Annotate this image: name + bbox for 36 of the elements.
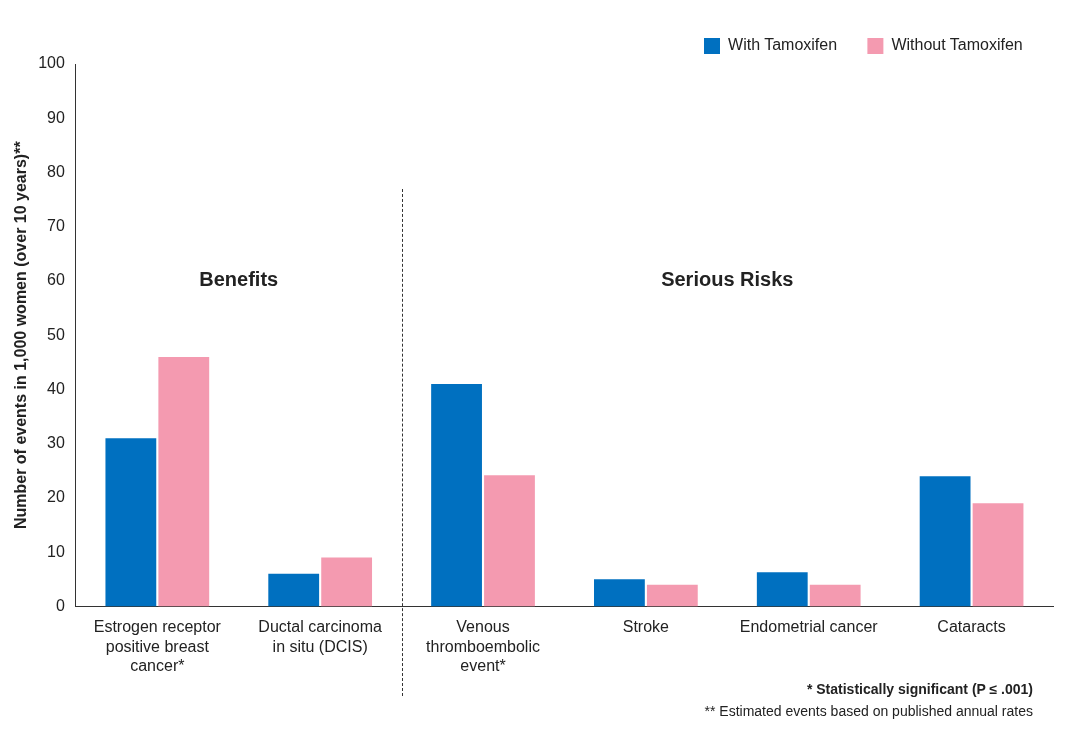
- text: * Statistically significant (P ≤ .001): [805, 680, 1033, 699]
- bar: [158, 356, 210, 607]
- bar: [972, 503, 1024, 607]
- annotation: Benefits: [199, 268, 279, 291]
- text: ** Estimated events based on published annual rates: [703, 702, 1033, 721]
- y-tick-label: 40: [47, 379, 65, 397]
- y-tick-label: 10: [47, 542, 65, 560]
- legend-label: With Tamoxifen: [728, 36, 838, 54]
- y-axis-title: Number of events in 1,000 women (over 10 years)**: [12, 140, 30, 530]
- x-tick-label: Estrogen receptor positive breast cancer*: [93, 618, 222, 674]
- y-tick-label: 50: [47, 325, 65, 343]
- annotation: Serious Risks: [661, 268, 794, 291]
- y-tick-label: 30: [47, 434, 65, 452]
- x-tick-label: Endometrial cancer: [739, 618, 879, 636]
- bar: [594, 579, 645, 607]
- bar: [431, 384, 482, 607]
- bar: [919, 476, 971, 607]
- x-tick-label: Venous thromboembolic event*: [426, 618, 540, 674]
- bar: [268, 573, 320, 607]
- y-tick-label: 20: [47, 488, 65, 506]
- x-tick-label: Ductal carcinoma in situ (DCIS): [258, 618, 383, 655]
- y-tick-label: 90: [47, 108, 65, 126]
- x-tick-label: Cataracts: [937, 618, 1006, 636]
- y-tick-label: 80: [47, 162, 65, 180]
- x-tick-label: Stroke: [622, 618, 670, 636]
- y-tick-label: 100: [38, 54, 65, 72]
- bar: [484, 475, 535, 607]
- y-tick-label: 0: [55, 596, 65, 614]
- bar: [756, 572, 808, 607]
- bar: [105, 438, 157, 607]
- y-tick-label: 70: [47, 217, 65, 235]
- y-tick-label: 60: [47, 271, 65, 289]
- bar: [809, 584, 861, 607]
- bar: [646, 584, 698, 607]
- bar: [321, 557, 373, 607]
- legend-label: Without Tamoxifen: [891, 36, 1023, 54]
